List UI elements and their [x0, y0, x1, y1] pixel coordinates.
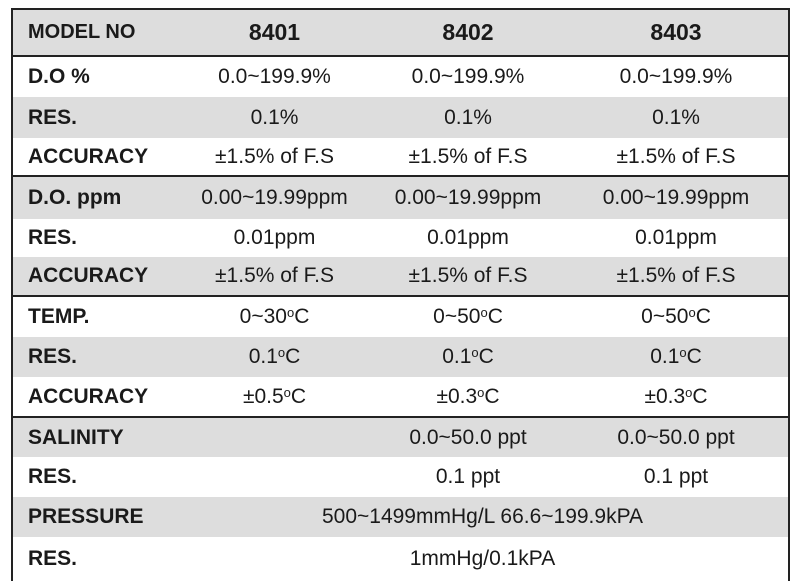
table-cell: 0.1 ppt [372, 457, 564, 497]
table-row: RES. 0.1 ppt 0.1 ppt [11, 457, 790, 497]
salinity-label: SALINITY [11, 417, 177, 457]
res-label: RES. [11, 537, 177, 581]
table-cell: 0~30oC [177, 295, 372, 337]
table-cell [177, 417, 372, 457]
accuracy-label: ACCURACY [11, 138, 177, 176]
spec-table: MODEL NO 8401 8402 8403 D.O % 0.0~199.9%… [11, 8, 790, 581]
table-cell: ±1.5% of F.S [177, 138, 372, 176]
table-row: ACCURACY ±1.5% of F.S ±1.5% of F.S ±1.5%… [11, 257, 790, 296]
table-cell [177, 457, 372, 497]
table-cell: 0.01ppm [564, 219, 790, 257]
pressure-resolution: 1mmHg/0.1kPA [177, 537, 790, 581]
model-8402: 8402 [372, 8, 564, 56]
model-no-label: MODEL NO [11, 8, 177, 56]
table-cell: 0.0~199.9% [564, 55, 790, 97]
header-row: MODEL NO 8401 8402 8403 [11, 8, 790, 56]
do-percent-label: D.O % [11, 55, 177, 97]
table-cell: ±1.5% of F.S [177, 257, 372, 296]
table-row: ACCURACY ±1.5% of F.S ±1.5% of F.S ±1.5%… [11, 138, 790, 176]
do-ppm-label: D.O. ppm [11, 175, 177, 219]
table-row: RES. 0.01ppm 0.01ppm 0.01ppm [11, 219, 790, 257]
table-cell: 0.01ppm [372, 219, 564, 257]
table-cell: ±1.5% of F.S [372, 138, 564, 176]
pressure-label: PRESSURE [11, 497, 177, 537]
model-8401: 8401 [177, 8, 372, 56]
table-row: RES. 0.1oC 0.1oC 0.1oC [11, 337, 790, 377]
table-row: SALINITY 0.0~50.0 ppt 0.0~50.0 ppt [11, 417, 790, 457]
res-label: RES. [11, 97, 177, 138]
table-row: PRESSURE 500~1499mmHg/L 66.6~199.9kPA [11, 497, 790, 537]
pressure-range: 500~1499mmHg/L 66.6~199.9kPA [177, 497, 790, 537]
table-row: RES. 0.1% 0.1% 0.1% [11, 97, 790, 138]
table-cell: 0.01ppm [177, 219, 372, 257]
table-row: ACCURACY ±0.5oC ±0.3oC ±0.3oC [11, 377, 790, 418]
table-row: TEMP. 0~30oC 0~50oC 0~50oC [11, 295, 790, 337]
table-cell: 0.1% [177, 97, 372, 138]
table-cell: 0.0~199.9% [372, 55, 564, 97]
accuracy-label: ACCURACY [11, 257, 177, 296]
res-label: RES. [11, 337, 177, 377]
table-cell: 0.00~19.99ppm [564, 175, 790, 219]
table-cell: 0.1oC [177, 337, 372, 377]
table-cell: 0.1oC [372, 337, 564, 377]
temp-label: TEMP. [11, 295, 177, 337]
table-row: RES. 1mmHg/0.1kPA [11, 537, 790, 581]
table-cell: 0.00~19.99ppm [177, 175, 372, 219]
res-label: RES. [11, 219, 177, 257]
table-cell: 0.00~19.99ppm [372, 175, 564, 219]
table-cell: ±0.3oC [372, 377, 564, 418]
table-cell: 0.1% [564, 97, 790, 138]
table-cell: 0.1oC [564, 337, 790, 377]
table-cell: 0.0~50.0 ppt [564, 417, 790, 457]
accuracy-label: ACCURACY [11, 377, 177, 418]
res-label: RES. [11, 457, 177, 497]
table-cell: 0~50oC [564, 295, 790, 337]
table-cell: 0.0~50.0 ppt [372, 417, 564, 457]
table-cell: 0.1 ppt [564, 457, 790, 497]
model-8403: 8403 [564, 8, 790, 56]
table-cell: 0.1% [372, 97, 564, 138]
table-cell: ±0.3oC [564, 377, 790, 418]
table-cell: 0~50oC [372, 295, 564, 337]
table-cell: 0.0~199.9% [177, 55, 372, 97]
table-row: D.O % 0.0~199.9% 0.0~199.9% 0.0~199.9% [11, 55, 790, 97]
table-cell: ±1.5% of F.S [564, 138, 790, 176]
table-row: D.O. ppm 0.00~19.99ppm 0.00~19.99ppm 0.0… [11, 175, 790, 219]
table-cell: ±1.5% of F.S [564, 257, 790, 296]
table-cell: ±1.5% of F.S [372, 257, 564, 296]
table-cell: ±0.5oC [177, 377, 372, 418]
